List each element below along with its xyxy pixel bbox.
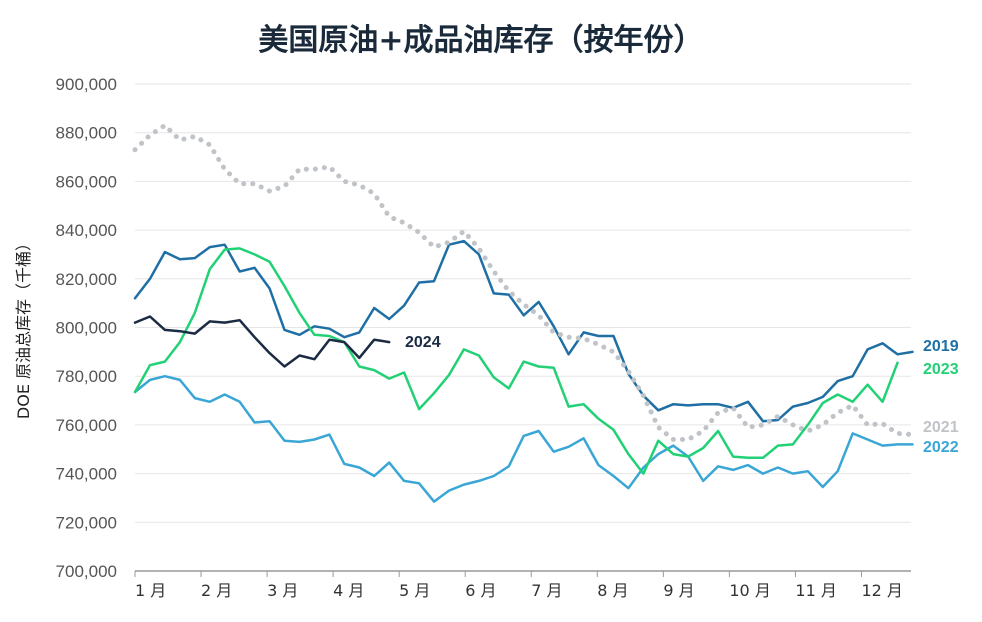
series-line-2023 (133, 247, 899, 475)
y-tick-label: 880,000 (56, 124, 117, 143)
y-tick-label: 900,000 (56, 75, 117, 94)
x-tick-label: 4 月 (333, 581, 364, 600)
series-label-2019: 2019 (923, 338, 959, 355)
x-tick-labels: 1 月 2 月 3 月 4 月 5 月 6 月 7 月 8 月 9 月 10 月 11 月 12 月 (134, 571, 903, 600)
gridlines (135, 83, 911, 572)
x-tick-label: 6 月 (465, 581, 496, 600)
series-line-2019 (133, 239, 914, 423)
y-tick-label: 820,000 (56, 270, 117, 289)
x-tick-label: 3 月 (267, 581, 298, 600)
y-tick-label: 760,000 (56, 416, 117, 435)
x-tick-label: 8 月 (597, 581, 628, 600)
series-label-2023: 2023 (923, 361, 959, 378)
y-axis-label: DOE 原油总库存（千桶） (14, 235, 33, 419)
series-line-2024 (133, 315, 391, 368)
x-tick-label: 10 月 (729, 581, 770, 600)
series-lines (132, 122, 915, 503)
series-labels: 2019 2021 2022 2023 2024 (405, 334, 959, 456)
y-tick-label: 780,000 (56, 367, 117, 386)
series-label-2021: 2021 (923, 419, 959, 436)
y-tick-label: 720,000 (56, 513, 117, 532)
chart-title: 美国原油+成品油库存（按年份） (258, 23, 703, 58)
series-line-2022 (133, 374, 914, 503)
y-tick-label: 840,000 (56, 221, 117, 240)
y-tick-label: 800,000 (56, 319, 117, 338)
series-line-2021 (132, 122, 915, 442)
y-tick-label: 740,000 (56, 465, 117, 484)
x-tick-label: 5 月 (399, 581, 430, 600)
y-tick-label: 700,000 (56, 562, 117, 581)
x-tick-label: 7 月 (531, 581, 562, 600)
x-tick-label: 11 月 (795, 581, 836, 600)
y-tick-labels: 700,000 720,000 740,000 760,000 780,000 800,0… (56, 75, 117, 581)
series-label-2024: 2024 (405, 334, 441, 351)
series-label-2022: 2022 (923, 439, 959, 456)
x-tick-label: 9 月 (663, 581, 694, 600)
x-tick-label: 12 月 (861, 581, 902, 600)
x-tick-label: 1 月 (135, 581, 166, 600)
x-tick-label: 2 月 (201, 581, 232, 600)
y-tick-label: 860,000 (56, 172, 117, 191)
